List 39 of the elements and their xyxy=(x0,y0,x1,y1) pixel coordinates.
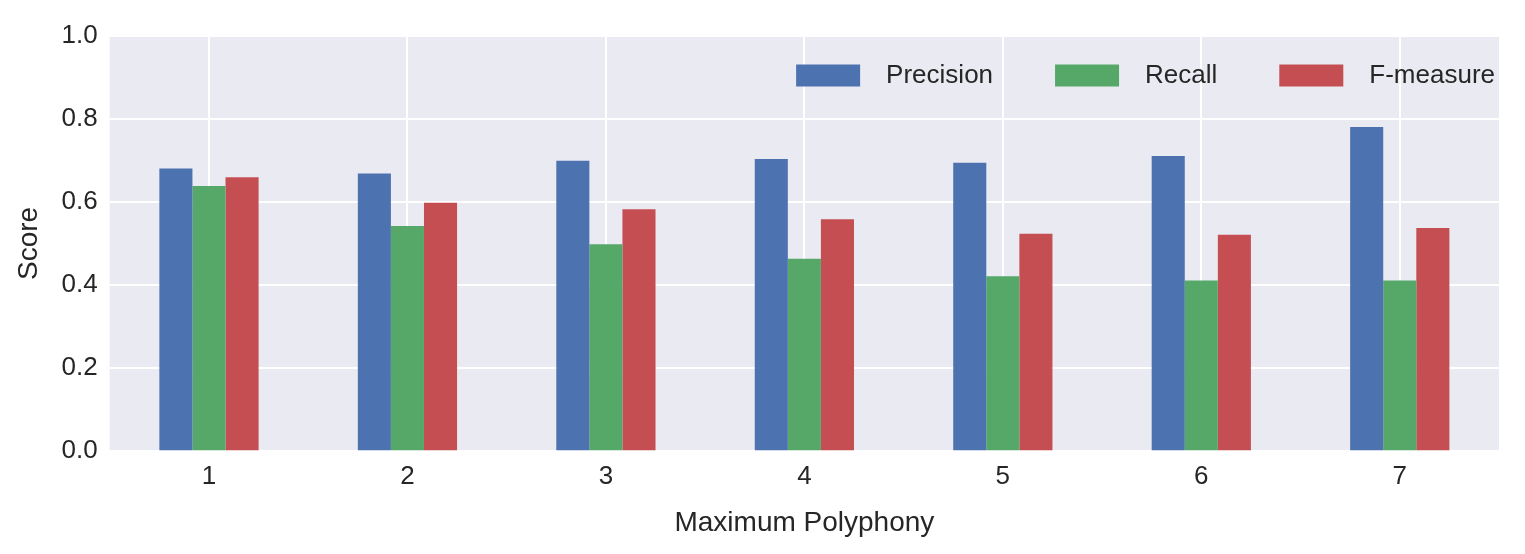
y-tick-label: 0.6 xyxy=(61,185,98,216)
bar xyxy=(1350,127,1384,451)
x-tick-label: 2 xyxy=(400,459,415,490)
legend-label: Recall xyxy=(1145,58,1218,89)
bar xyxy=(953,162,987,451)
bar xyxy=(589,244,623,451)
legend-label: F-measure xyxy=(1369,58,1496,89)
bar xyxy=(820,219,854,451)
bar xyxy=(225,177,259,451)
bar xyxy=(986,276,1020,451)
bar xyxy=(1184,280,1218,451)
x-tick-label: 5 xyxy=(995,459,1011,490)
x-tick-label: 6 xyxy=(1194,459,1209,490)
legend-label: Precision xyxy=(886,58,994,89)
bar xyxy=(1383,280,1417,451)
bar xyxy=(622,209,656,451)
bar xyxy=(556,160,590,451)
x-tick-label: 7 xyxy=(1392,459,1407,490)
bar xyxy=(192,186,226,451)
bar xyxy=(390,225,424,451)
x-tick-label: 4 xyxy=(797,459,812,490)
bar xyxy=(1416,228,1450,451)
y-tick-label: 0.4 xyxy=(61,268,98,299)
bar xyxy=(1217,234,1251,451)
y-tick-label: 0.8 xyxy=(61,101,98,132)
bar xyxy=(754,159,788,451)
bar xyxy=(357,173,391,451)
bar xyxy=(1019,233,1053,451)
y-tick-label: 0.2 xyxy=(61,351,98,382)
x-tick-label: 3 xyxy=(598,459,614,490)
x-axis-title: Maximum Polyphony xyxy=(674,505,935,537)
y-tick-label: 0.0 xyxy=(61,434,98,465)
y-axis-title: Score xyxy=(11,206,43,280)
bar xyxy=(159,168,193,451)
y-tick-label: 1.0 xyxy=(61,18,98,49)
bar xyxy=(787,258,821,451)
bar xyxy=(1151,156,1185,451)
x-tick-label: 1 xyxy=(201,459,217,490)
bar xyxy=(423,202,458,451)
